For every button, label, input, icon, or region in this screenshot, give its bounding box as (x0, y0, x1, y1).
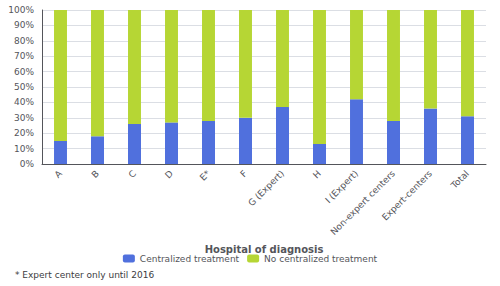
svg-text:B: B (90, 168, 101, 179)
svg-text:F: F (238, 168, 249, 179)
svg-text:Centralized treatment: Centralized treatment (140, 254, 240, 264)
svg-text:100%: 100% (8, 5, 34, 15)
svg-text:A: A (53, 168, 65, 180)
svg-text:H: H (311, 168, 323, 180)
svg-text:70%: 70% (14, 51, 34, 61)
svg-text:* Expert center only until 201: * Expert center only until 2016 (15, 270, 154, 280)
svg-text:10%: 10% (14, 144, 34, 154)
svg-text:C: C (127, 168, 139, 180)
svg-text:I (Expert): I (Expert) (323, 168, 360, 205)
svg-text:Non-expert centers: Non-expert centers (329, 168, 398, 237)
svg-text:30%: 30% (14, 113, 34, 123)
svg-text:Hospital of diagnosis: Hospital of diagnosis (204, 243, 324, 255)
svg-text:Expert-centers: Expert-centers (380, 168, 434, 222)
svg-text:D: D (163, 168, 175, 180)
svg-text:80%: 80% (14, 36, 34, 46)
svg-text:20%: 20% (14, 128, 34, 138)
svg-text:90%: 90% (14, 20, 34, 30)
svg-text:60%: 60% (14, 67, 34, 77)
svg-text:E*: E* (198, 168, 213, 183)
svg-text:No centralized treatment: No centralized treatment (264, 254, 377, 264)
svg-text:50%: 50% (14, 82, 34, 92)
svg-text:Total: Total (448, 168, 471, 191)
svg-text:0%: 0% (20, 159, 35, 169)
svg-text:40%: 40% (14, 97, 34, 107)
svg-text:G (Expert): G (Expert) (246, 168, 286, 208)
